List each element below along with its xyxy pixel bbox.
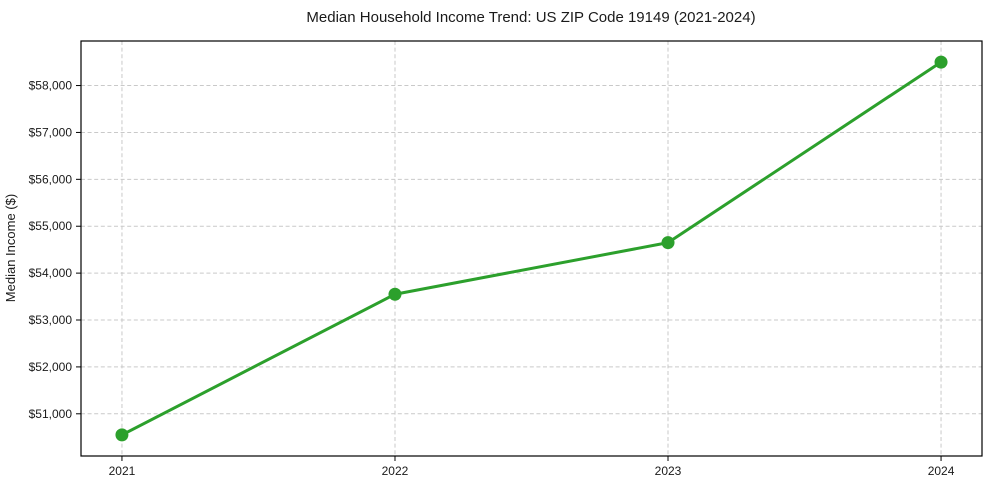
x-tick-label: 2021	[109, 464, 136, 478]
x-tick-label: 2024	[928, 464, 955, 478]
plot-border	[80, 40, 983, 457]
chart-title: Median Household Income Trend: US ZIP Co…	[306, 9, 755, 26]
grid-layer	[81, 41, 982, 456]
y-tick-label: $54,000	[29, 266, 73, 280]
y-tick-label: $57,000	[29, 125, 73, 139]
x-tick-label: 2022	[382, 464, 409, 478]
y-tick-label: $56,000	[29, 172, 73, 186]
axes-layer: $51,000 $52,000 $53,000 $54,000 $55,000 $56,0…	[29, 79, 955, 478]
data-point-marker	[115, 428, 129, 442]
data-point-marker	[388, 287, 402, 301]
y-axis-label: Median Income ($)	[3, 194, 18, 302]
data-point-marker	[934, 55, 948, 69]
y-tick-label: $58,000	[29, 79, 73, 93]
y-tick-label: $53,000	[29, 313, 73, 327]
x-tick-label: 2023	[655, 464, 682, 478]
series-layer	[115, 55, 948, 442]
y-tick-label: $55,000	[29, 219, 73, 233]
income-trend-line	[120, 60, 943, 437]
y-tick-label: $51,000	[29, 407, 73, 421]
data-point-marker	[661, 236, 675, 250]
y-tick-label: $52,000	[29, 360, 73, 374]
